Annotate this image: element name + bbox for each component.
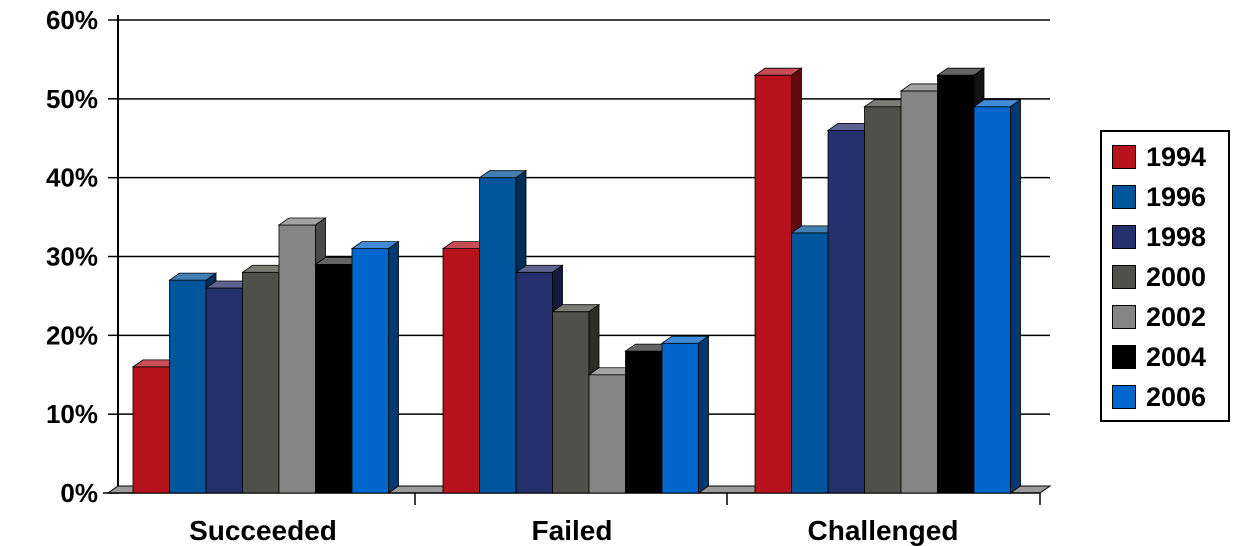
x-category-label: Succeeded (189, 515, 337, 546)
legend-swatch (1112, 265, 1136, 289)
legend-swatch (1112, 185, 1136, 209)
legend-item-2000: 2000 (1112, 262, 1206, 292)
legend: 1994 1996 1998 2000 2002 2004 2006 (1100, 130, 1230, 422)
legend-label: 2004 (1146, 341, 1207, 372)
y-tick-label: 0% (60, 478, 98, 508)
y-tick-label: 20% (46, 320, 98, 350)
y-axis-tick-labels: 0% 10% 20% 30% 40% 50% 60% (46, 5, 98, 508)
legend-item-2006: 2006 (1112, 382, 1206, 412)
y-tick-label: 30% (46, 242, 98, 272)
x-category-label: Failed (532, 515, 613, 546)
legend-swatch (1112, 345, 1136, 369)
legend-swatch (1112, 145, 1136, 169)
legend-swatch (1112, 305, 1136, 329)
legend-swatch (1112, 385, 1136, 409)
legend-label: 2002 (1146, 301, 1207, 332)
legend-label: 1994 (1146, 141, 1207, 172)
legend-item-1996: 1996 (1112, 182, 1206, 212)
legend-label: 1998 (1146, 221, 1207, 252)
bars (131, 67, 1022, 494)
y-tick-label: 50% (46, 84, 98, 114)
y-tick-label: 40% (46, 163, 98, 193)
legend-item-1994: 1994 (1112, 142, 1206, 172)
y-tick-label: 10% (46, 399, 98, 429)
legend-item-1998: 1998 (1112, 222, 1206, 252)
legend-label: 1996 (1146, 181, 1207, 212)
y-tick-label: 60% (46, 5, 98, 35)
bar-succeeded-2006 (350, 240, 400, 494)
legend-item-2002: 2002 (1112, 302, 1206, 332)
x-axis-category-labels: Succeeded Failed Challenged (189, 515, 958, 546)
legend-swatch (1112, 225, 1136, 249)
legend-label: 2006 (1146, 381, 1207, 412)
bar-failed-2006 (660, 335, 710, 494)
legend-item-2004: 2004 (1112, 342, 1206, 372)
legend-label: 2000 (1146, 261, 1207, 292)
x-category-label: Challenged (808, 515, 959, 546)
bar-challenged-2006 (972, 98, 1022, 494)
